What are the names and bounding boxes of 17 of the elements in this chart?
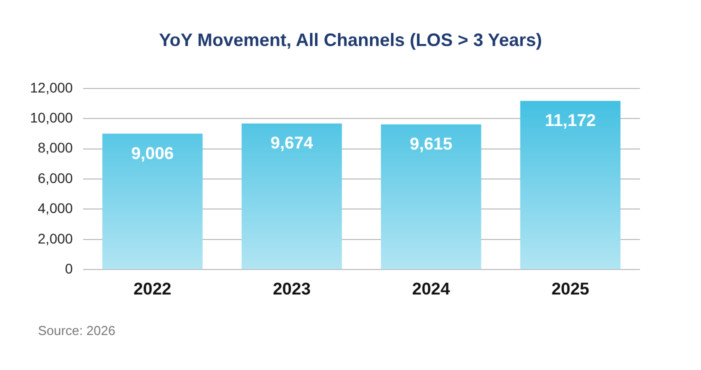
y-tick-label: 12,000 xyxy=(30,79,74,96)
chart-title: YoY Movement, All Channels (LOS > 3 Years) xyxy=(158,30,543,51)
data-label: 9,006 xyxy=(131,144,174,163)
y-tick-label: 6,000 xyxy=(38,170,74,186)
y-tick-label: 0 xyxy=(65,260,74,276)
y-tick-label: 8,000 xyxy=(38,140,74,156)
x-tick-label: 2023 xyxy=(272,279,311,298)
x-tick-label: 2025 xyxy=(551,279,590,298)
data-label: 11,172 xyxy=(544,111,596,130)
data-label: 9,674 xyxy=(270,134,314,153)
data-label: 9,615 xyxy=(410,134,452,154)
x-tick-label: 2024 xyxy=(412,279,451,298)
source-note: Source: 2026 xyxy=(38,323,116,338)
y-tick-label: 10,000 xyxy=(30,109,74,126)
y-tick-label: 2,000 xyxy=(38,230,74,246)
x-tick-label: 2022 xyxy=(134,279,172,298)
y-tick-label: 4,000 xyxy=(38,200,74,216)
